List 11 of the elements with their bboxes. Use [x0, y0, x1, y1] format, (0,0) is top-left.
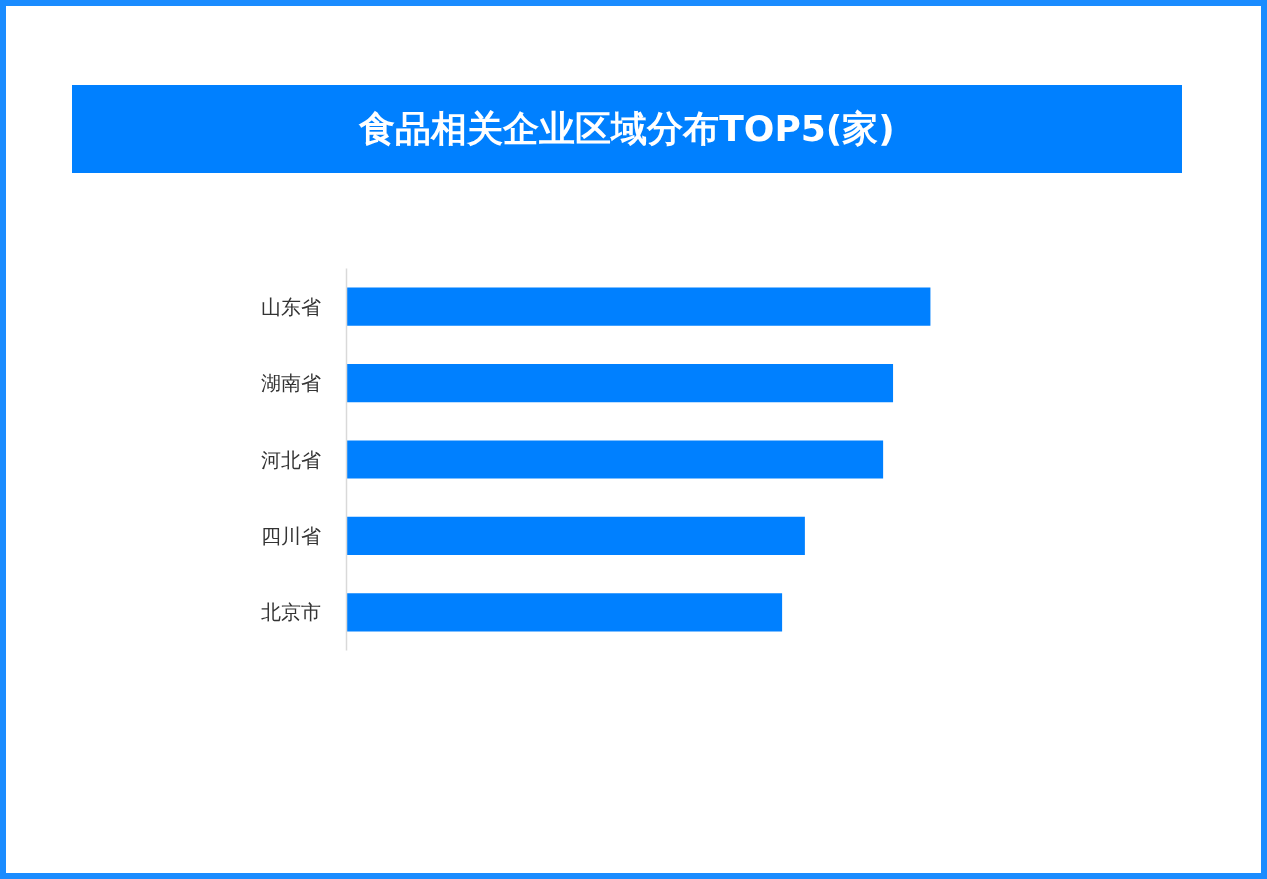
- y-tick-label: 四川省: [260, 523, 321, 548]
- bar: [346, 364, 894, 403]
- y-tick-label: 山东省: [260, 294, 321, 319]
- chart-title: 食品相关企业区域分布TOP5(家): [72, 85, 1182, 173]
- y-tick-label: 北京市: [260, 600, 321, 625]
- bar: [346, 516, 805, 555]
- bar: [346, 440, 884, 479]
- y-tick-label: 河北省: [260, 447, 321, 472]
- bar: [346, 593, 783, 632]
- bar: [346, 287, 931, 326]
- y-tick-label: 湖南省: [260, 371, 321, 396]
